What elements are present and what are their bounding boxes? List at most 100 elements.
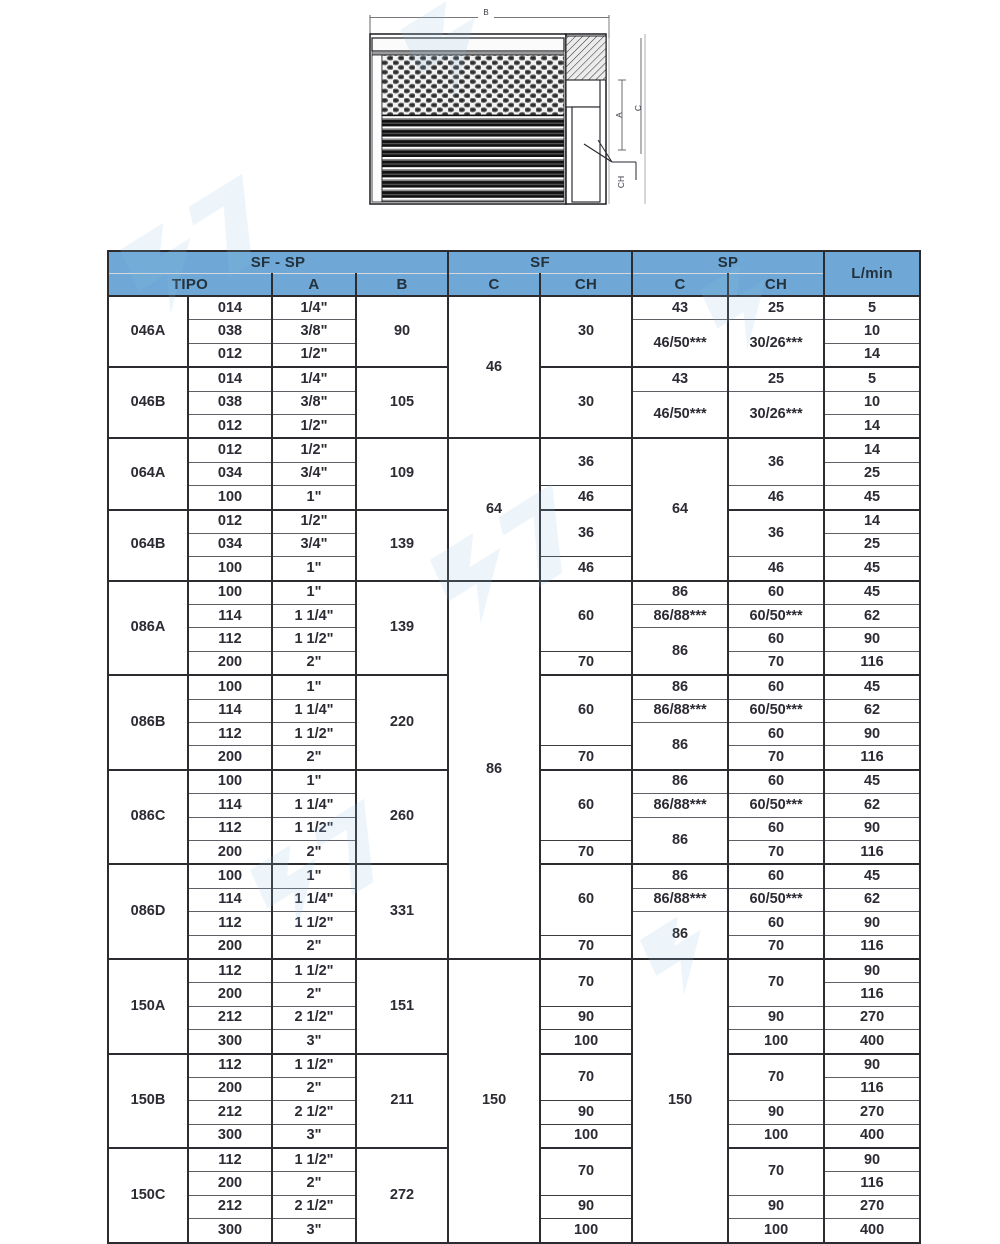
dimension-b-cell: 151 (354, 957, 449, 1055)
sp-ch-cell: 60 (727, 816, 825, 841)
table-row: 112 1 1/2" 86 60 90 (108, 816, 922, 866)
lmin-cell: 25 (823, 461, 922, 487)
sf-ch-cell: 90 (539, 1005, 633, 1031)
sf-ch-cell: 60 (539, 674, 633, 747)
sf-ch-cell: 100 (539, 1029, 633, 1055)
sf-ch-cell: 30 (539, 294, 633, 369)
code-cell: 100 (187, 556, 273, 582)
sf-ch-cell: 70 (539, 957, 633, 1007)
tipo-name-cell: 086C (107, 768, 189, 866)
lmin-cell: 400 (823, 1218, 922, 1244)
code-cell: 100 (187, 579, 273, 606)
lmin-cell: 25 (823, 532, 922, 558)
sp-ch-cell: 100 (727, 1218, 825, 1244)
lmin-cell: 270 (823, 1194, 922, 1220)
table-row: 300 3" 100 100 400 (108, 1123, 922, 1150)
code-cell: 012 (187, 508, 273, 534)
header-row-groups: SF - SP SF SP L/min (106, 250, 922, 297)
tipo-name-cell: 086A (107, 579, 189, 677)
header-sp-c: C (631, 273, 729, 297)
sf-ch-cell: 100 (539, 1218, 633, 1244)
dimension-a-cell: 1/2" (271, 437, 357, 463)
sp-ch-cell: 60 (727, 627, 825, 652)
sp-ch-cell: 70 (727, 650, 825, 677)
lmin-cell: 14 (823, 342, 922, 369)
sp-c-cell: 43 (631, 366, 729, 392)
code-cell: 200 (187, 982, 273, 1007)
code-cell: 014 (187, 366, 273, 392)
lmin-cell: 5 (823, 366, 922, 392)
lmin-cell: 90 (823, 1147, 922, 1173)
sp-c-cell: 86 (631, 627, 729, 677)
header-group-sf: SF (447, 250, 633, 274)
lmin-cell: 116 (823, 650, 922, 677)
table-row: 086B 100 1" 220 60 86 60 45 (107, 674, 922, 771)
lmin-cell: 45 (823, 485, 922, 511)
code-cell: 012 (187, 413, 273, 440)
sf-ch-cell: 70 (539, 745, 633, 771)
sp-c-cell: 86 (631, 816, 729, 866)
lmin-cell: 62 (823, 698, 922, 724)
dimension-c-label: C (633, 105, 643, 111)
lmin-cell: 14 (823, 413, 922, 440)
dimension-b-cell: 211 (354, 1052, 449, 1150)
sp-c-cell: 86 (631, 768, 729, 795)
dimension-a-cell: 1/4" (271, 366, 357, 392)
code-cell: 112 (187, 1052, 273, 1078)
dimension-b-cell: 331 (354, 863, 449, 960)
header-group-sf-sp: SF - SP (106, 250, 449, 274)
dimension-a-cell: 3/4" (271, 461, 357, 487)
dimension-a-cell: 2 1/2" (271, 1005, 357, 1031)
sf-c-cell: 150 (447, 957, 541, 1244)
code-cell: 114 (187, 793, 273, 818)
dimension-a-cell: 3" (271, 1123, 357, 1150)
tipo-name-cell: 046A (107, 294, 189, 369)
header-sf-ch: CH (539, 273, 633, 297)
header-sp-ch: CH (727, 273, 825, 297)
sp-ch-cell: 60 (727, 722, 825, 747)
code-cell: 212 (187, 1194, 273, 1220)
dimension-a-cell: 1" (271, 579, 357, 606)
lmin-cell: 116 (823, 839, 922, 866)
table-row: 112 1 1/2" 86 60 90 (108, 722, 922, 771)
lmin-cell: 62 (823, 793, 922, 818)
table-row: 086A 100 1" 139 86 60 86 60 45 (107, 579, 922, 960)
lmin-cell: 90 (823, 957, 922, 984)
sp-ch-cell: 70 (727, 745, 825, 771)
sp-ch-cell: 90 (727, 1194, 825, 1220)
lmin-cell: 90 (823, 722, 922, 747)
table-row: 300 3" 100 100 400 (108, 1029, 922, 1055)
dimension-a-cell: 1 1/2" (271, 816, 357, 841)
code-cell: 038 (187, 319, 273, 344)
dimension-a-cell: 1 1/4" (271, 698, 357, 724)
sp-ch-cell: 46 (727, 485, 825, 511)
lmin-cell: 400 (823, 1029, 922, 1055)
sp-ch-cell: 30/26*** (727, 319, 825, 369)
specification-table: SF - SP SF SP L/min TIPO A B C CH C CH 0… (106, 250, 922, 1244)
lmin-cell: 116 (823, 1076, 922, 1102)
lmin-cell: 90 (823, 627, 922, 652)
sp-c-cell: 86 (631, 674, 729, 700)
code-cell: 114 (187, 698, 273, 724)
sp-ch-cell: 25 (727, 366, 825, 392)
table-row: 046A 014 1/4" 90 46 30 43 25 5 (107, 294, 922, 440)
code-cell: 112 (187, 627, 273, 652)
dimension-a-cell: 1 1/2" (271, 911, 357, 936)
code-cell: 114 (187, 887, 273, 913)
table-row: 012 1/2" 14 (108, 342, 922, 369)
dimension-a-cell: 2 1/2" (271, 1194, 357, 1220)
tipo-name-cell: 150B (107, 1052, 189, 1150)
table-row: 212 2 1/2" 90 90 270 (108, 1005, 922, 1031)
code-cell: 038 (187, 390, 273, 415)
dimension-a-cell: 2" (271, 1076, 357, 1102)
lmin-cell: 45 (823, 556, 922, 582)
table-row: 150A 112 1 1/2" 151 150 70 150 70 90 (107, 957, 922, 1244)
code-cell: 112 (187, 911, 273, 936)
sp-ch-cell: 30/26*** (727, 390, 825, 440)
code-cell: 300 (187, 1123, 273, 1150)
dimension-a-cell: 1 1/2" (271, 722, 357, 747)
dimension-a-cell: 1 1/4" (271, 604, 357, 629)
table-row: 200 2" 70 70 116 (108, 745, 922, 771)
sp-ch-cell: 100 (727, 1123, 825, 1150)
sf-ch-cell: 70 (539, 839, 633, 866)
